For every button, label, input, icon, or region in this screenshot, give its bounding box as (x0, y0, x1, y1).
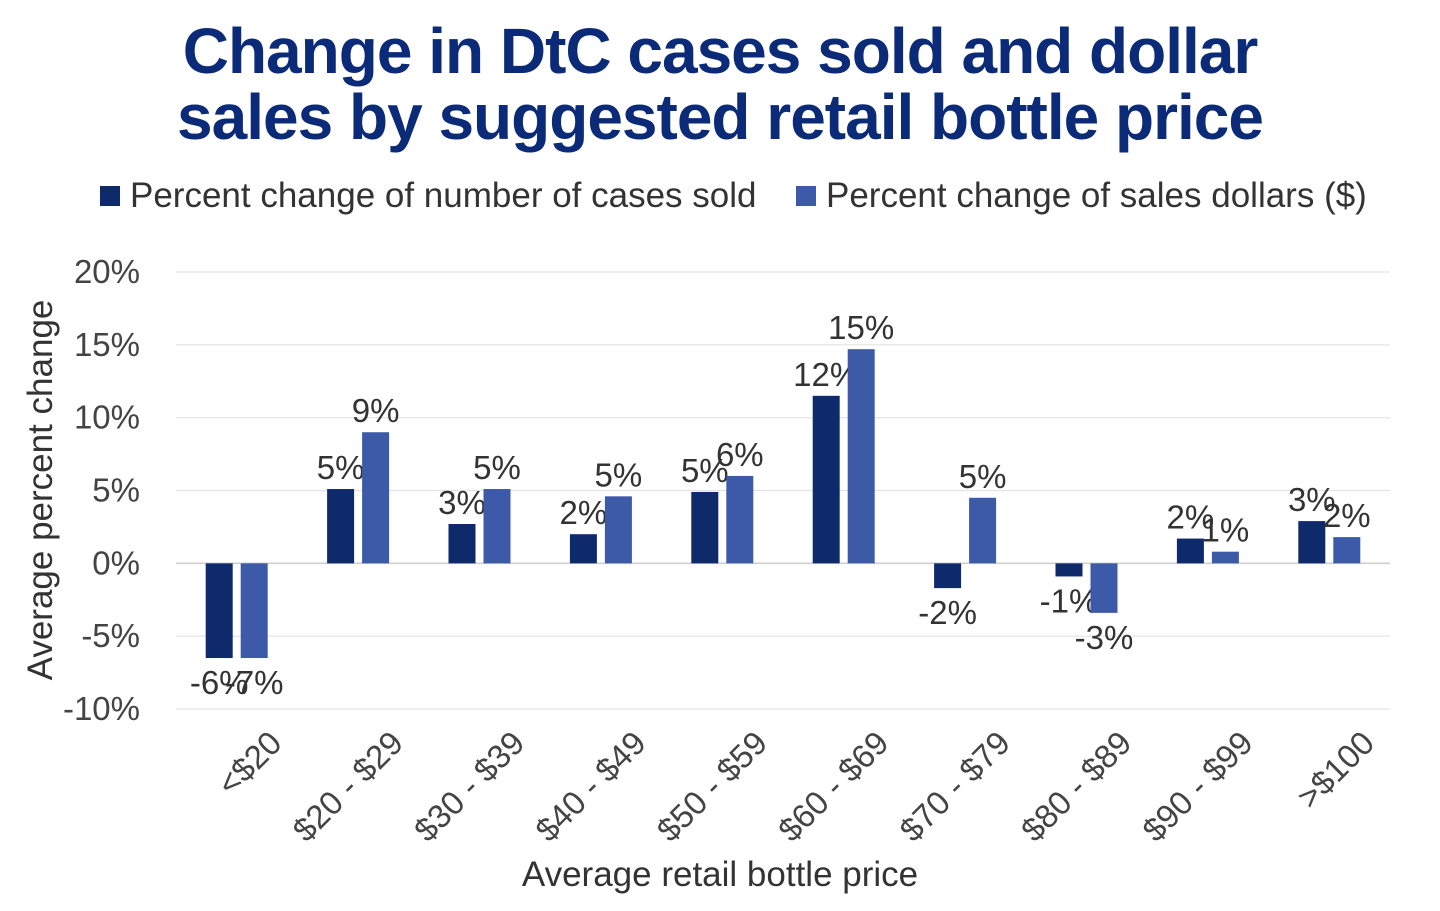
data-label: -1% (1040, 582, 1099, 619)
bar-sales (362, 432, 390, 564)
bar-sales (1211, 551, 1239, 564)
bar-cases (812, 395, 840, 564)
chart-title-line-1: Change in DtC cases sold and dollar (182, 15, 1259, 87)
bar-sales (969, 497, 997, 564)
x-tick-label: >$100 (1290, 724, 1382, 816)
data-label: 2% (560, 494, 608, 531)
chart-title-line-2: sales by suggested retail bottle price (177, 81, 1264, 153)
legend-item-cases: Percent change of number of cases sold (100, 176, 756, 216)
chart-legend: Percent change of number of cases sold P… (0, 176, 1440, 220)
data-label: 6% (716, 436, 764, 473)
bar-cases (1176, 538, 1204, 564)
legend-item-sales: Percent change of sales dollars ($) (796, 176, 1367, 216)
data-label: 2% (1323, 497, 1371, 534)
bar-sales (604, 496, 632, 564)
data-label: 2% (1167, 499, 1215, 536)
data-label: 15% (828, 309, 894, 346)
y-tick-label: 0% (92, 544, 140, 581)
bar-cases (205, 563, 233, 659)
x-tick-label: $90 - $99 (1135, 724, 1260, 849)
x-tick-label: $50 - $59 (649, 724, 774, 849)
bar-cases (1298, 521, 1326, 564)
x-tick-label: $20 - $29 (285, 724, 410, 849)
y-axis-title: Average percent change (21, 300, 60, 681)
legend-swatch-cases (100, 186, 120, 206)
data-label: -2% (918, 594, 977, 631)
x-tick-label: $60 - $69 (771, 724, 896, 849)
bar-sales (1090, 563, 1118, 613)
data-label: -3% (1075, 619, 1134, 656)
data-label: -7% (225, 664, 284, 701)
bar-sales (240, 563, 268, 659)
bar-cases (448, 524, 476, 564)
x-tick-label: <$20 (210, 724, 289, 803)
y-tick-label: -5% (81, 617, 140, 654)
legend-label-sales: Percent change of sales dollars ($) (826, 176, 1367, 215)
y-tick-label: -10% (63, 690, 140, 727)
bar-sales (726, 475, 754, 564)
bar-cases (569, 534, 597, 564)
data-label: 3% (1288, 481, 1336, 518)
x-tick-label: $70 - $79 (892, 724, 1017, 849)
data-label: 5% (317, 449, 365, 486)
legend-label-cases: Percent change of number of cases sold (130, 176, 757, 215)
y-tick-label: 15% (74, 326, 140, 363)
bar-sales (847, 349, 875, 564)
x-axis-title: Average retail bottle price (522, 855, 918, 894)
data-label: 5% (959, 458, 1007, 495)
data-label: 5% (681, 452, 729, 489)
bar-cases (934, 563, 962, 589)
chart-title: Change in DtC cases sold and dollar sale… (0, 18, 1440, 150)
legend-swatch-sales (796, 186, 816, 206)
x-tick-label: $80 - $89 (1014, 724, 1139, 849)
y-tick-label: 20% (74, 253, 140, 290)
x-tick-label: $40 - $49 (528, 724, 653, 849)
data-label: 5% (595, 456, 643, 493)
bar-sales (1333, 537, 1361, 564)
data-label: 3% (438, 484, 486, 521)
data-label: -6% (190, 664, 249, 701)
bar-sales (483, 489, 511, 564)
data-label: 9% (352, 392, 400, 429)
y-tick-label: 10% (74, 399, 140, 436)
data-label: 5% (473, 449, 521, 486)
bar-cases (327, 489, 355, 564)
bar-cases (691, 491, 719, 564)
bar-cases (1055, 563, 1083, 577)
x-tick-label: $30 - $39 (407, 724, 532, 849)
y-tick-label: 5% (92, 472, 140, 509)
data-label: 1% (1202, 512, 1250, 549)
